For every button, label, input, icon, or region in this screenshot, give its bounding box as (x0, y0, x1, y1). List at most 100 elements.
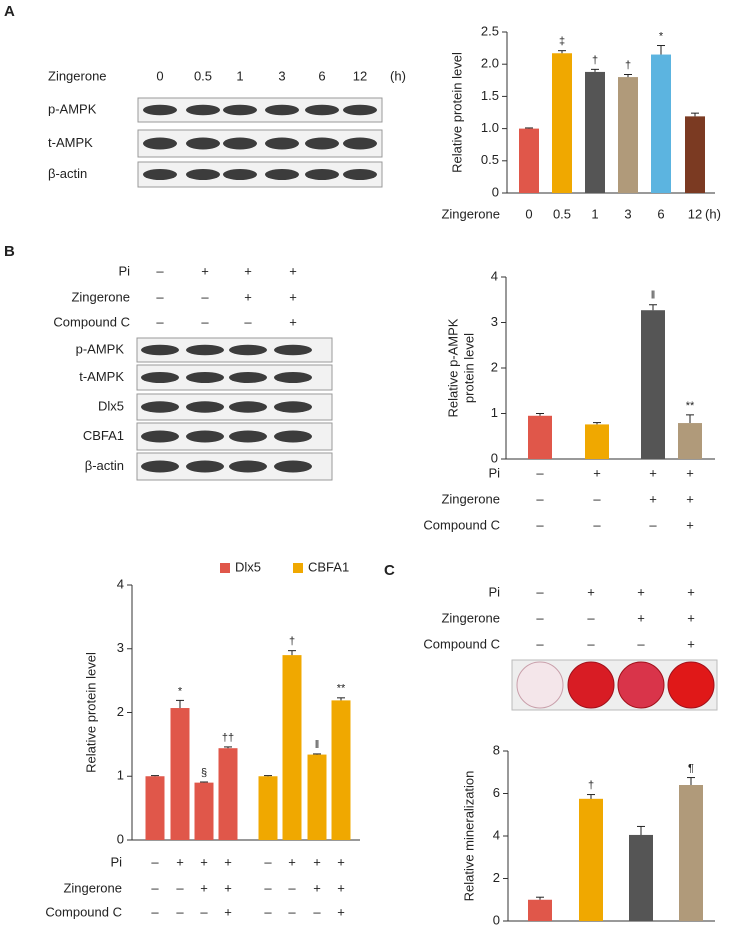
blot-strip (137, 97, 383, 123)
blot-band (186, 137, 220, 150)
blot-band (229, 460, 267, 473)
condition-sign: – (637, 636, 645, 651)
condition-sign: + (637, 584, 645, 599)
blot-band (141, 372, 179, 383)
condition-sign: + (244, 263, 252, 278)
condition-sign: + (337, 904, 345, 919)
y-axis-label: Relative mineralization (461, 771, 476, 902)
y-tick-label: 2 (493, 870, 500, 885)
significance-marker: ‡ (559, 36, 565, 48)
condition-sign: + (289, 263, 297, 278)
blot-row-label: t-AMPK (79, 369, 124, 384)
condition-sign: – (201, 314, 209, 329)
unit-label: (h) (390, 68, 406, 83)
condition-sign: + (687, 636, 695, 651)
significance-marker: †† (222, 732, 234, 744)
condition-sign: + (313, 880, 321, 895)
bar (552, 53, 572, 193)
bar (170, 708, 190, 840)
y-axis-label: Relative p-AMPK (445, 318, 460, 417)
x-tick-label: 0 (525, 206, 532, 221)
condition-sign: – (264, 904, 272, 919)
condition-sign: + (593, 465, 601, 480)
legend-swatch (293, 563, 303, 573)
legend-label: CBFA1 (308, 559, 349, 574)
condition-sign: – (264, 854, 272, 869)
x-tick-label: 0.5 (553, 206, 571, 221)
significance-marker: † (588, 779, 594, 791)
blot-band (305, 104, 339, 116)
blot-band (274, 344, 312, 356)
condition-label: Compound C (53, 314, 130, 329)
condition-label: Pi (110, 854, 122, 869)
y-tick-label: 1.5 (481, 88, 499, 103)
blot-band (229, 372, 267, 383)
condition-sign: + (176, 854, 184, 869)
blot-band (186, 460, 224, 473)
bar (528, 415, 552, 459)
bar (579, 798, 603, 921)
blot-band (186, 169, 220, 180)
condition-label: Zingerone (48, 68, 107, 83)
y-tick-label: 4 (493, 827, 500, 842)
condition-sign: – (587, 636, 595, 651)
bar (629, 834, 653, 921)
blot-strip (137, 161, 383, 188)
condition-sign: + (224, 854, 232, 869)
condition-sign: – (201, 289, 209, 304)
condition-sign: – (288, 880, 296, 895)
blot-row-label: CBFA1 (83, 428, 124, 443)
lane-label: 1 (236, 68, 243, 83)
blot-band (141, 401, 179, 413)
condition-sign: + (201, 263, 209, 278)
y-tick-label: 3 (491, 314, 498, 329)
condition-sign: + (687, 610, 695, 625)
condition-sign: – (151, 880, 159, 895)
significance-marker: * (178, 685, 183, 697)
blot-band (186, 372, 224, 383)
blot-band (274, 460, 312, 473)
condition-sign: + (224, 880, 232, 895)
condition-label: Compound C (423, 636, 500, 651)
blot-row-label: Dlx5 (98, 398, 124, 413)
bar (679, 785, 703, 921)
legend-label: Dlx5 (235, 559, 261, 574)
blot-band (143, 169, 177, 180)
blot-band (343, 104, 377, 116)
condition-sign: + (686, 491, 694, 506)
blot-row-label: β-actin (85, 458, 124, 473)
condition-label: Compound C (45, 904, 122, 919)
condition-sign: – (151, 854, 159, 869)
y-tick-label: 1.0 (481, 120, 499, 135)
condition-sign: + (649, 491, 657, 506)
blot-band (229, 430, 267, 443)
x-tick-label: 6 (657, 206, 664, 221)
bar (641, 310, 665, 459)
y-tick-label: 0 (492, 184, 499, 199)
significance-marker: ** (686, 400, 695, 412)
condition-sign: – (264, 880, 272, 895)
panel-label: A (4, 3, 15, 20)
y-tick-label: 0.5 (481, 152, 499, 167)
blot-band (223, 104, 257, 116)
condition-sign: – (288, 904, 296, 919)
y-tick-label: 1 (117, 768, 124, 783)
blot-band (141, 460, 179, 473)
condition-sign: + (200, 880, 208, 895)
condition-sign: – (593, 517, 601, 532)
significance-marker: ** (337, 683, 346, 695)
condition-sign: – (176, 904, 184, 919)
blot-band (305, 137, 339, 150)
blot-band (265, 169, 299, 180)
y-tick-label: 1 (491, 405, 498, 420)
significance-marker: § (201, 767, 207, 779)
significance-marker: ‖ (315, 739, 320, 751)
blot-band (141, 344, 179, 356)
y-tick-label: 4 (491, 268, 498, 283)
lane-label: 12 (353, 68, 367, 83)
condition-sign: + (686, 517, 694, 532)
bar (519, 128, 539, 193)
lane-label: 0 (156, 68, 163, 83)
condition-sign: – (156, 289, 164, 304)
condition-sign: + (288, 854, 296, 869)
